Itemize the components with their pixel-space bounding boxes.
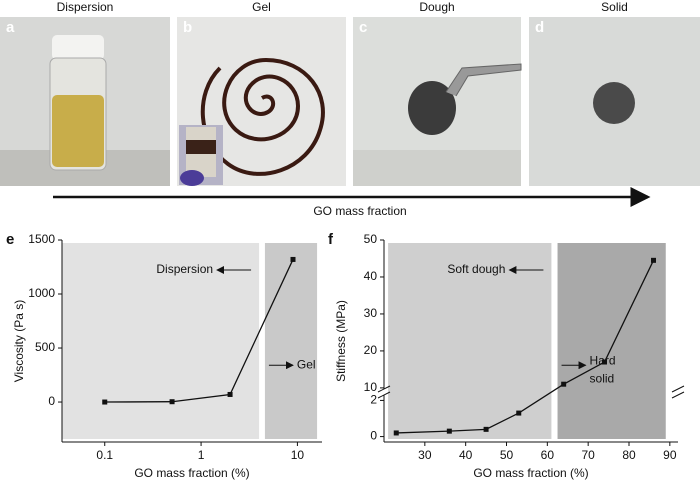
photo-a <box>0 17 170 186</box>
data-point <box>561 381 567 387</box>
data-point <box>516 410 522 416</box>
y-tick-label: 30 <box>364 306 378 320</box>
x-axis-label: GO mass fraction (%) <box>134 466 249 480</box>
region-label: Soft dough <box>447 262 505 276</box>
data-point <box>393 430 399 436</box>
data-point <box>169 399 175 405</box>
axis-break <box>671 385 685 393</box>
arrow-label: GO mass fraction <box>313 204 406 218</box>
panel-title: Dispersion <box>57 0 114 14</box>
axis-break <box>377 391 391 399</box>
y-axis-label: Stiffness (MPa) <box>334 300 348 382</box>
axis-break <box>377 385 391 393</box>
axis-break-gap <box>675 389 681 395</box>
region-label: Gel <box>297 357 316 371</box>
panel-letter: f <box>328 231 334 248</box>
photo-c <box>353 17 522 186</box>
x-tick-label: 60 <box>541 448 555 462</box>
y-tick-label: 50 <box>364 232 378 246</box>
x-tick-label: 40 <box>459 448 473 462</box>
region <box>264 243 318 439</box>
region-label: Dispersion <box>156 262 213 276</box>
y-tick-label: 1500 <box>28 232 55 246</box>
photo-b <box>177 17 346 186</box>
axis-break <box>671 391 685 399</box>
y-tick-label: 20 <box>364 343 378 357</box>
x-axis-label: GO mass fraction (%) <box>473 466 588 480</box>
x-tick-label: 50 <box>500 448 514 462</box>
x-tick-label: 1 <box>198 448 205 462</box>
panel-title: Solid <box>601 0 628 14</box>
region-label: solid <box>590 371 615 385</box>
region <box>388 243 552 439</box>
y-tick-label: 40 <box>364 269 378 283</box>
x-tick-label: 30 <box>418 448 432 462</box>
region <box>557 243 666 439</box>
x-tick-label: 0.1 <box>96 448 113 462</box>
data-point <box>227 391 233 397</box>
y-axis-label: Viscosity (Pa s) <box>12 300 26 382</box>
data-point <box>446 428 452 434</box>
panel-letter: e <box>6 231 14 248</box>
data-point <box>602 359 607 365</box>
y-tick-label: 500 <box>35 340 55 354</box>
region <box>62 243 260 439</box>
panel-title: Dough <box>419 0 454 14</box>
panel-letter: b <box>183 19 192 36</box>
x-tick-label: 90 <box>663 448 677 462</box>
axis-break-gap <box>381 389 387 395</box>
panel-title: Gel <box>252 0 271 14</box>
data-point <box>290 256 296 262</box>
data-point <box>102 399 108 405</box>
panel-letter: d <box>535 19 544 36</box>
y-tick-label: 0 <box>370 429 377 443</box>
x-tick-label: 80 <box>622 448 636 462</box>
y-tick-label: 10 <box>364 380 378 394</box>
x-tick-label: 10 <box>291 448 305 462</box>
panel-letter: c <box>359 19 367 36</box>
photo-d <box>529 17 700 186</box>
data-line <box>104 259 294 403</box>
x-tick-label: 70 <box>581 448 595 462</box>
y-tick-label: 2 <box>370 393 377 407</box>
panel-letter: a <box>6 19 15 36</box>
data-point <box>651 257 656 263</box>
y-tick-label: 0 <box>48 394 55 408</box>
data-point <box>483 426 489 432</box>
y-tick-label: 1000 <box>28 286 55 300</box>
